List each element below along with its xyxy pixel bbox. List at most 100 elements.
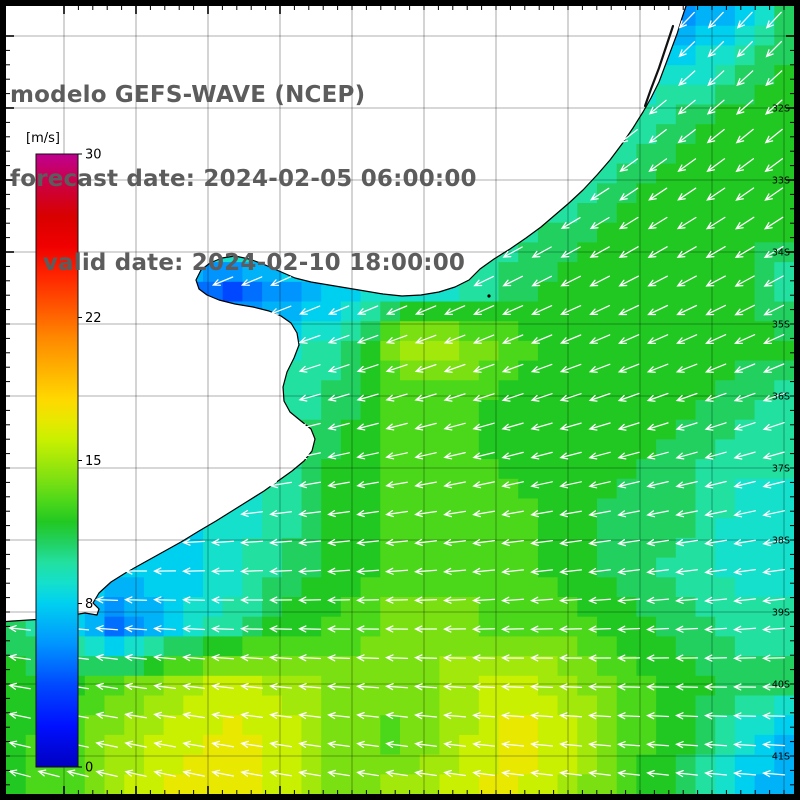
speed-cell <box>675 636 696 657</box>
wind-arrow <box>618 304 640 316</box>
speed-cell <box>478 715 499 736</box>
wind-arrow <box>617 422 640 431</box>
wind-arrow <box>733 510 756 518</box>
speed-cell <box>419 340 440 361</box>
speed-cell <box>222 557 243 578</box>
speed-cell <box>380 557 401 578</box>
speed-cell <box>262 774 283 795</box>
speed-cell <box>6 774 27 795</box>
speed-cell <box>754 262 775 283</box>
speed-cell <box>183 557 204 578</box>
wind-arrow <box>559 393 582 402</box>
speed-cell <box>695 754 716 775</box>
wind-arrow <box>414 538 438 547</box>
speed-cell <box>439 301 460 322</box>
speed-cell <box>695 163 716 184</box>
wind-arrow <box>617 654 641 662</box>
wind-arrow <box>385 625 409 633</box>
wind-arrow <box>559 567 583 576</box>
wind-arrow <box>211 711 235 720</box>
speed-cell <box>774 774 795 795</box>
wind-arrow <box>765 70 783 87</box>
speed-cell <box>301 597 322 618</box>
speed-cell <box>281 301 302 322</box>
colorbar-tick-label: 22 <box>85 311 102 326</box>
speed-cell <box>163 656 184 677</box>
speed-cell <box>636 400 657 421</box>
speed-cell <box>557 459 578 480</box>
wind-arrow <box>559 363 582 373</box>
wind-arrow <box>588 392 611 402</box>
speed-cell <box>754 459 775 480</box>
border-top <box>0 0 800 6</box>
speed-cell <box>478 636 499 657</box>
speed-cell <box>518 754 539 775</box>
speed-cell <box>557 577 578 598</box>
speed-cell <box>104 774 125 795</box>
speed-cell <box>734 675 755 696</box>
speed-cell <box>597 419 618 440</box>
speed-cell <box>537 301 558 322</box>
speed-cell <box>340 734 361 755</box>
speed-cell <box>301 616 322 637</box>
wind-arrow <box>559 654 583 662</box>
speed-cell <box>774 478 795 499</box>
speed-cell <box>419 715 440 736</box>
wind-arrow <box>618 216 639 230</box>
speed-cell <box>636 340 657 361</box>
speed-cell <box>695 143 716 164</box>
speed-cell <box>754 301 775 322</box>
speed-cell <box>124 675 145 696</box>
speed-cell <box>242 695 263 716</box>
speed-cell <box>222 774 243 795</box>
speed-cell <box>321 754 342 775</box>
wind-arrow <box>327 364 350 373</box>
speed-cell <box>419 754 440 775</box>
speed-cell <box>321 656 342 677</box>
speed-cell <box>222 734 243 755</box>
speed-cell <box>281 675 302 696</box>
speed-cell <box>321 518 342 539</box>
speed-cell <box>537 577 558 598</box>
wind-arrow <box>95 625 119 633</box>
speed-cell <box>715 459 736 480</box>
speed-cell <box>715 262 736 283</box>
speed-cell <box>695 360 716 381</box>
speed-cell <box>478 754 499 775</box>
wind-arrow <box>240 567 264 575</box>
wind-arrow <box>588 683 612 691</box>
speed-cell <box>380 715 401 736</box>
wind-arrow <box>501 712 525 720</box>
speed-cell <box>577 262 598 283</box>
speed-cell <box>715 400 736 421</box>
speed-cell <box>695 695 716 716</box>
wind-arrow <box>182 625 206 633</box>
speed-cell <box>537 419 558 440</box>
speed-cell <box>616 242 637 263</box>
speed-cell <box>616 656 637 677</box>
speed-cell <box>360 360 381 381</box>
speed-cell <box>439 360 460 381</box>
speed-cell <box>478 557 499 578</box>
wind-arrow <box>619 128 638 144</box>
speed-cell <box>400 478 421 499</box>
speed-cell <box>321 478 342 499</box>
speed-cell <box>6 656 27 677</box>
speed-cell <box>242 557 263 578</box>
speed-cell <box>380 400 401 421</box>
speed-cell <box>734 143 755 164</box>
speed-cell <box>616 715 637 736</box>
speed-cell <box>675 203 696 224</box>
speed-cell <box>636 577 657 598</box>
wind-arrow <box>240 654 264 662</box>
speed-cell <box>656 439 677 460</box>
wind-arrow <box>646 480 669 489</box>
speed-cell <box>577 439 598 460</box>
speed-cell <box>734 754 755 775</box>
speed-cell <box>281 597 302 618</box>
speed-cell <box>695 774 716 795</box>
speed-cell <box>439 636 460 657</box>
colorbar-unit-label: [m/s] <box>26 131 60 146</box>
speed-cell <box>577 695 598 716</box>
